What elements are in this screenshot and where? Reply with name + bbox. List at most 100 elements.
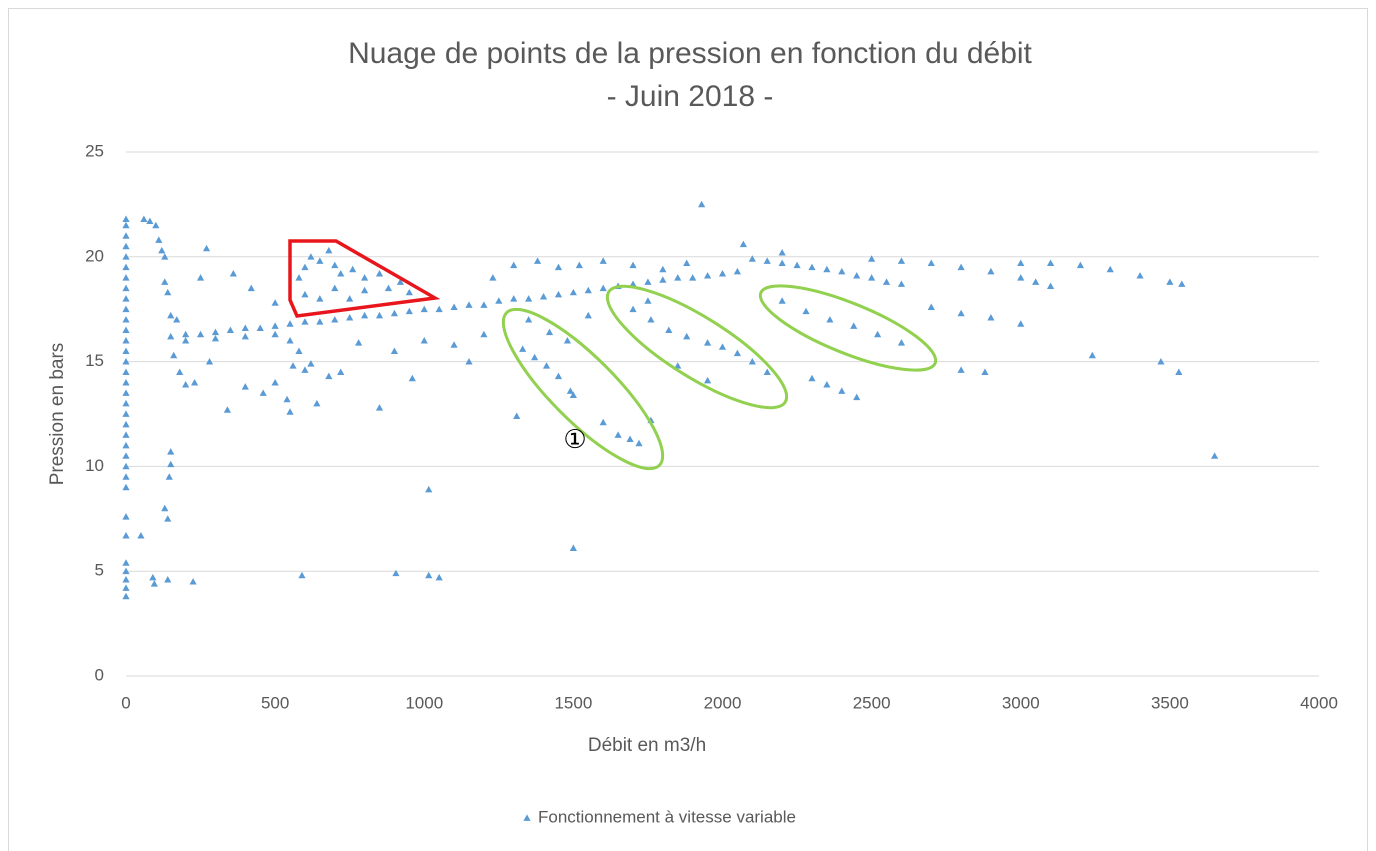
point bbox=[337, 269, 345, 277]
point bbox=[122, 473, 130, 480]
point bbox=[733, 267, 742, 275]
point bbox=[316, 318, 324, 325]
point bbox=[325, 246, 333, 254]
point bbox=[868, 255, 876, 262]
point bbox=[450, 303, 458, 310]
point bbox=[584, 311, 592, 319]
point bbox=[1178, 280, 1186, 287]
point bbox=[599, 284, 607, 292]
point bbox=[150, 580, 158, 587]
point bbox=[361, 286, 369, 294]
point bbox=[161, 504, 169, 512]
annotation: ① bbox=[563, 424, 586, 454]
point bbox=[122, 253, 130, 260]
y-tick-label: 10 bbox=[85, 456, 104, 475]
point bbox=[122, 410, 130, 417]
point bbox=[480, 301, 488, 308]
point bbox=[259, 389, 267, 396]
point bbox=[196, 330, 205, 338]
point bbox=[525, 316, 533, 323]
point bbox=[683, 259, 691, 266]
point bbox=[271, 330, 279, 338]
point bbox=[122, 431, 130, 438]
point bbox=[748, 358, 756, 365]
point bbox=[190, 378, 199, 386]
point bbox=[331, 284, 339, 292]
point bbox=[256, 324, 264, 331]
point bbox=[823, 381, 831, 388]
point bbox=[808, 374, 816, 382]
point bbox=[122, 441, 130, 449]
point bbox=[122, 462, 130, 470]
point bbox=[873, 330, 882, 338]
point bbox=[425, 485, 433, 493]
point bbox=[331, 316, 339, 323]
point bbox=[331, 261, 339, 269]
point bbox=[957, 366, 965, 373]
point bbox=[122, 305, 130, 313]
point bbox=[1211, 452, 1219, 459]
point bbox=[122, 389, 130, 396]
point bbox=[122, 337, 130, 344]
point bbox=[533, 257, 542, 264]
point bbox=[465, 301, 473, 308]
point bbox=[307, 360, 315, 367]
point bbox=[703, 376, 712, 384]
point bbox=[122, 378, 130, 386]
point bbox=[1017, 274, 1025, 281]
point bbox=[510, 261, 518, 269]
point bbox=[659, 265, 667, 273]
point bbox=[674, 274, 682, 281]
point bbox=[778, 297, 786, 304]
point bbox=[763, 257, 771, 264]
point bbox=[408, 374, 416, 382]
point bbox=[289, 362, 297, 369]
point bbox=[853, 272, 861, 279]
point bbox=[337, 368, 345, 375]
point bbox=[301, 318, 309, 325]
point bbox=[122, 513, 130, 520]
point bbox=[1076, 261, 1084, 269]
point bbox=[435, 573, 443, 581]
point bbox=[539, 293, 548, 300]
point bbox=[229, 269, 237, 277]
point bbox=[927, 259, 935, 266]
point bbox=[647, 316, 655, 323]
point bbox=[271, 299, 279, 306]
point bbox=[575, 261, 583, 269]
point bbox=[510, 295, 518, 302]
point bbox=[226, 326, 234, 334]
point bbox=[122, 567, 130, 575]
point bbox=[173, 316, 181, 323]
point bbox=[545, 328, 554, 336]
point bbox=[853, 393, 861, 401]
point bbox=[316, 295, 324, 302]
point bbox=[375, 404, 384, 411]
point bbox=[361, 274, 369, 281]
point bbox=[167, 448, 175, 455]
point bbox=[137, 531, 145, 539]
point bbox=[513, 412, 521, 419]
y-tick-label: 20 bbox=[85, 246, 104, 265]
point bbox=[189, 578, 197, 585]
x-tick-label: 3500 bbox=[1151, 693, 1189, 712]
point bbox=[375, 269, 384, 277]
point bbox=[525, 295, 533, 302]
point bbox=[405, 288, 413, 296]
y-tick-label: 25 bbox=[85, 141, 104, 160]
x-tick-label: 2000 bbox=[704, 693, 742, 712]
point bbox=[554, 372, 563, 380]
point bbox=[1166, 278, 1174, 285]
point bbox=[1046, 259, 1055, 266]
point bbox=[247, 284, 255, 292]
point bbox=[271, 378, 279, 386]
point bbox=[733, 349, 742, 357]
point bbox=[826, 316, 834, 323]
point bbox=[703, 339, 712, 346]
point bbox=[808, 263, 816, 271]
point bbox=[161, 278, 169, 285]
point bbox=[182, 337, 190, 344]
point bbox=[384, 284, 393, 292]
point bbox=[122, 531, 130, 539]
